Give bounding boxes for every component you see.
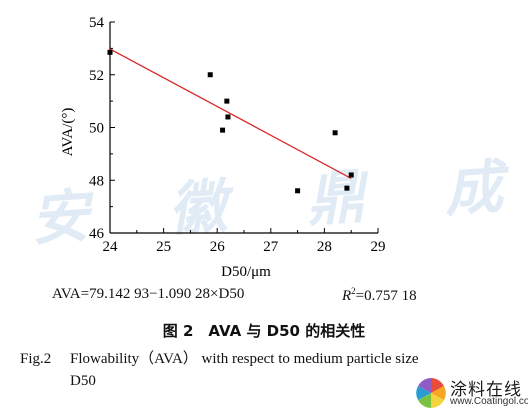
y-tick-label: 50 bbox=[89, 121, 104, 137]
logo-name: 涂料在线 bbox=[450, 380, 522, 400]
caption-english-line1: Flowability（AVA） with respect to medium … bbox=[70, 351, 419, 367]
caption-english: Fig.2 Flowability（AVA） with respect to me… bbox=[20, 348, 520, 392]
data-point bbox=[348, 172, 354, 178]
caption-chinese: 图 2 AVA 与 D50 的相关性 bbox=[162, 322, 366, 340]
site-logo: 涂料在线 www.Coatingol.com bbox=[414, 375, 528, 411]
data-point bbox=[107, 49, 113, 55]
data-point bbox=[332, 130, 338, 136]
x-tick-label: 29 bbox=[371, 239, 386, 255]
x-tick-label: 24 bbox=[103, 239, 119, 255]
data-point bbox=[224, 98, 230, 104]
regression-line-group bbox=[109, 48, 352, 179]
x-tick-label: 25 bbox=[156, 239, 171, 255]
x-tick-label: 27 bbox=[263, 239, 279, 255]
logo-url: www.Coatingol.com bbox=[450, 396, 528, 407]
x-axis-label: D50/μm bbox=[221, 264, 271, 280]
data-point bbox=[295, 188, 301, 194]
y-tick-label: 48 bbox=[89, 173, 104, 189]
data-point bbox=[225, 114, 231, 120]
r2-label: R bbox=[342, 288, 352, 304]
r2-superscript: 2 bbox=[351, 286, 356, 296]
x-tick-label: 28 bbox=[317, 239, 332, 255]
pinwheel-icon bbox=[416, 378, 446, 408]
y-tick-label: 52 bbox=[89, 68, 104, 84]
y-axis-label: AVA/(°) bbox=[60, 108, 76, 157]
fit-equation: AVA=79.142 93−1.090 28×D50 R2=0.757 18 bbox=[52, 286, 417, 304]
data-point bbox=[207, 72, 213, 78]
data-point bbox=[220, 127, 226, 133]
chart-ticks: 24 25 26 27 28 29 46 48 50 52 54 bbox=[89, 15, 386, 255]
chart-axes bbox=[109, 22, 378, 234]
data-points bbox=[107, 49, 354, 194]
y-tick-label: 46 bbox=[89, 226, 105, 242]
r-squared: R2=0.757 18 bbox=[342, 286, 417, 305]
scatter-chart: 24 25 26 27 28 29 46 48 50 52 54 D50/μm AVA/(°) bbox=[60, 15, 386, 280]
r2-value: =0.757 18 bbox=[355, 288, 417, 304]
caption-english-line2: D50 bbox=[70, 373, 96, 389]
fit-equation-text: AVA=79.142 93−1.090 28×D50 bbox=[52, 286, 245, 302]
data-point bbox=[344, 185, 350, 191]
x-tick-label: 26 bbox=[210, 239, 226, 255]
y-tick-label: 54 bbox=[89, 15, 105, 31]
figure-number: Fig.2 bbox=[20, 351, 52, 367]
regression-line bbox=[109, 48, 352, 179]
